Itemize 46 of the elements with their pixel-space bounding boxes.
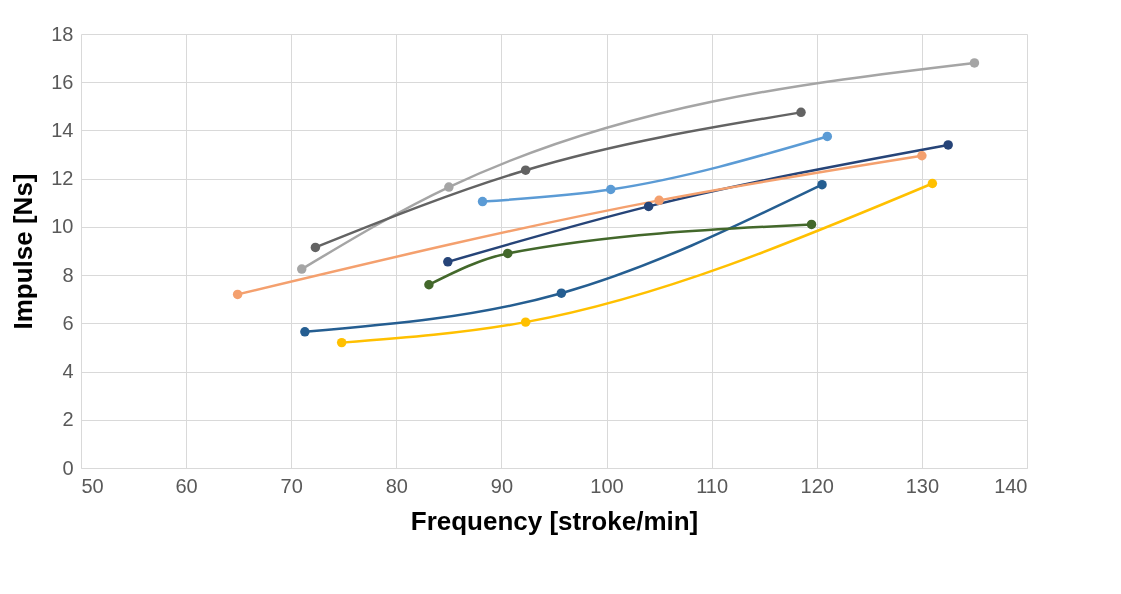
y-tick-label: 16 [51, 70, 74, 93]
x-tick-label: 60 [175, 474, 198, 497]
point [917, 151, 927, 161]
point [943, 140, 953, 150]
x-tick-label: 140 [994, 474, 1028, 497]
point [232, 289, 243, 300]
y-tick-label: 10 [51, 215, 74, 238]
x-tick-label: 100 [590, 474, 624, 497]
y-tick-label: 4 [62, 360, 74, 383]
point [424, 280, 434, 290]
y-axis-title: Impulse [Ns] [8, 173, 39, 330]
y-tick-label: 6 [62, 311, 74, 334]
x-tick-label: 70 [280, 474, 303, 497]
y-tick-label: 14 [51, 118, 74, 141]
x-tick-label: 90 [490, 474, 514, 497]
point [927, 178, 938, 189]
point [520, 317, 531, 327]
point [503, 248, 513, 259]
y-tick-label: 12 [51, 167, 74, 190]
point [969, 58, 980, 68]
y-tick-label: 0 [62, 456, 74, 479]
point [444, 182, 454, 192]
y-tick-label: 18 [51, 22, 74, 45]
point [336, 337, 347, 348]
point [806, 219, 817, 230]
x-tick-label: 130 [905, 474, 940, 497]
point [310, 242, 321, 253]
point [654, 195, 664, 206]
point [556, 288, 567, 298]
point [606, 184, 616, 195]
point [796, 107, 806, 118]
x-axis-title: Frequency [stroke/min] [410, 505, 699, 536]
y-tick-label: 2 [62, 408, 74, 431]
point [477, 196, 488, 207]
x-tick-label: 80 [385, 474, 408, 497]
point [520, 165, 531, 175]
point [817, 179, 827, 190]
point [443, 257, 453, 267]
point [296, 264, 307, 274]
x-tick-label: 50 [81, 474, 104, 497]
x-tick-label: 110 [696, 474, 729, 497]
point [643, 201, 654, 212]
y-tick-label: 8 [62, 263, 74, 286]
point [300, 327, 310, 337]
point [822, 131, 833, 142]
x-tick-label: 120 [800, 474, 834, 497]
